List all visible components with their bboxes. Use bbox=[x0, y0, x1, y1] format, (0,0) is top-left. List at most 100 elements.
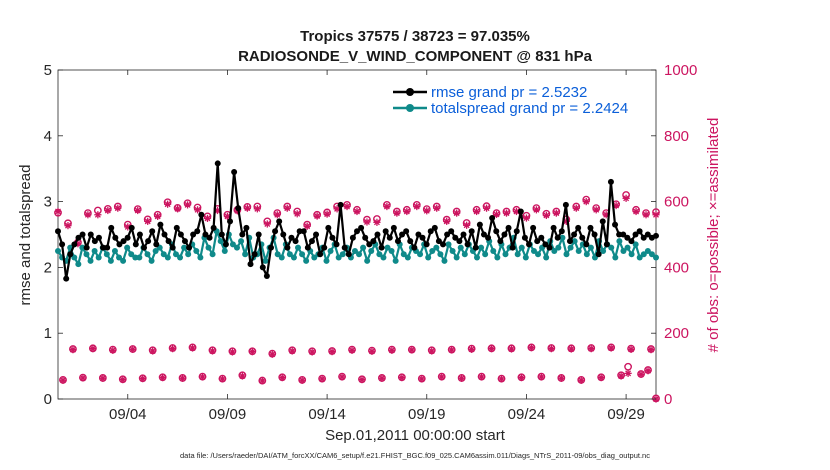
obs-assimilated-stroke bbox=[279, 374, 286, 381]
totalspread-point bbox=[116, 254, 123, 261]
y-left-tick-label: 0 bbox=[44, 391, 52, 408]
totalspread-point bbox=[644, 247, 651, 254]
obs-assimilated-stroke bbox=[498, 375, 505, 382]
obs-assimilated-marker bbox=[59, 376, 67, 384]
obs-assimilated-marker bbox=[537, 373, 545, 381]
obs-assimilated-marker bbox=[527, 344, 536, 352]
obs-assimilated-stroke bbox=[169, 345, 176, 352]
obs-assimilated-stroke bbox=[274, 211, 281, 218]
rmse-point bbox=[91, 238, 98, 245]
obs-assimilated-stroke bbox=[553, 210, 560, 217]
obs-assimilated-marker bbox=[433, 204, 441, 212]
y-left-tick-label: 1 bbox=[44, 325, 52, 342]
totalspread-point bbox=[587, 244, 594, 251]
obs-assimilated-stroke bbox=[568, 346, 575, 352]
obs-assimilated-stroke bbox=[438, 373, 445, 380]
obs-assimilated-marker bbox=[418, 375, 426, 383]
obs-assimilated-marker bbox=[632, 207, 640, 216]
obs-assimilated-stroke bbox=[174, 205, 181, 212]
obs-assimilated-stroke bbox=[408, 346, 415, 353]
legend-rmse-label: rmse grand pr = 2.5232 bbox=[431, 84, 587, 101]
obs-assimilated-stroke bbox=[359, 376, 365, 383]
obs-assimilated-stroke bbox=[164, 201, 171, 208]
obs-assimilated-marker bbox=[139, 375, 147, 383]
rmse-point bbox=[407, 238, 414, 245]
obs-assimilated-stroke bbox=[299, 377, 306, 384]
obs-assimilated-marker bbox=[198, 373, 207, 381]
obs-assimilated-stroke bbox=[109, 347, 116, 354]
rmse-point bbox=[460, 231, 467, 238]
obs-assimilated-stroke bbox=[204, 215, 211, 222]
obs-assimilated-marker bbox=[283, 204, 291, 212]
totalspread-point bbox=[124, 244, 131, 251]
obs-assimilated-stroke bbox=[598, 374, 605, 381]
obs-assimilated-marker bbox=[403, 207, 411, 216]
rmse-point bbox=[595, 251, 602, 258]
obs-assimilated-marker bbox=[134, 206, 142, 215]
obs-assimilated-stroke bbox=[548, 345, 555, 352]
obs-assimilated-stroke bbox=[528, 344, 535, 351]
rmse-point bbox=[480, 231, 487, 238]
obs-assimilated-stroke bbox=[324, 211, 331, 218]
rmse-point bbox=[464, 241, 471, 248]
obs-assimilated-stroke bbox=[64, 222, 71, 229]
obs-assimilated-marker bbox=[338, 373, 346, 381]
totalspread-point bbox=[449, 247, 456, 254]
rmse-point bbox=[472, 244, 479, 251]
rmse-point bbox=[239, 231, 246, 238]
rmse-point bbox=[153, 241, 160, 248]
totalspread-point bbox=[417, 251, 424, 258]
totalspread-point bbox=[221, 247, 228, 254]
rmse-point bbox=[108, 224, 115, 231]
obs-assimilated-stroke bbox=[648, 346, 654, 353]
obs-assimilated-stroke bbox=[219, 375, 226, 382]
rmse-point bbox=[530, 224, 537, 231]
obs-assimilated-stroke bbox=[69, 346, 76, 353]
obs-assimilated-stroke bbox=[139, 375, 146, 382]
rmse-point bbox=[374, 231, 381, 238]
rmse-point bbox=[607, 178, 614, 185]
obs-assimilated-stroke bbox=[558, 375, 565, 382]
obs-assimilated-stroke bbox=[89, 345, 96, 352]
obs-assimilated-marker bbox=[413, 202, 421, 211]
x-tick-label: 09/14 bbox=[308, 406, 346, 423]
rmse-point bbox=[366, 241, 373, 248]
rmse-point bbox=[603, 241, 610, 248]
rmse-point bbox=[247, 261, 254, 268]
totalspread-point bbox=[79, 244, 86, 251]
rmse-point bbox=[452, 234, 459, 241]
obs-assimilated-marker bbox=[443, 217, 451, 225]
obs-assimilated-marker bbox=[54, 207, 62, 216]
rmse-point bbox=[378, 244, 385, 251]
rmse-point bbox=[566, 238, 573, 245]
totalspread-point bbox=[278, 254, 285, 261]
obs-assimilated-stroke bbox=[259, 377, 266, 384]
obs-assimilated-stroke bbox=[423, 207, 430, 214]
legend-spread-label: totalspread grand pr = 2.2424 bbox=[431, 100, 628, 117]
rmse-point bbox=[235, 205, 242, 212]
obs-assimilated-marker bbox=[203, 214, 212, 222]
rmse-point bbox=[141, 244, 148, 251]
obs-assimilated-marker bbox=[84, 211, 92, 219]
legend-spread-marker bbox=[406, 104, 414, 112]
rmse-point bbox=[255, 231, 262, 238]
rmse-point bbox=[415, 231, 422, 238]
obs-assimilated-stroke bbox=[254, 205, 261, 212]
obs-assimilated-stroke bbox=[269, 351, 276, 358]
totalspread-point bbox=[55, 247, 61, 254]
y-right-tick-label: 600 bbox=[664, 194, 689, 211]
rmse-point bbox=[251, 251, 258, 258]
obs-assimilated-marker bbox=[497, 375, 506, 383]
rmse-point bbox=[325, 224, 332, 231]
obs-assimilated-marker bbox=[378, 374, 386, 382]
obs-assimilated-marker bbox=[642, 211, 650, 219]
rmse-point bbox=[444, 231, 451, 238]
rmse-point bbox=[644, 231, 651, 238]
totalspread-point bbox=[600, 247, 607, 254]
totalspread-point bbox=[339, 251, 346, 258]
rmse-point bbox=[321, 244, 328, 251]
rmse-point bbox=[259, 264, 266, 271]
totalspread-point bbox=[620, 247, 627, 254]
obs-assimilated-stroke bbox=[119, 376, 126, 383]
obs-assimilated-marker bbox=[607, 344, 615, 352]
